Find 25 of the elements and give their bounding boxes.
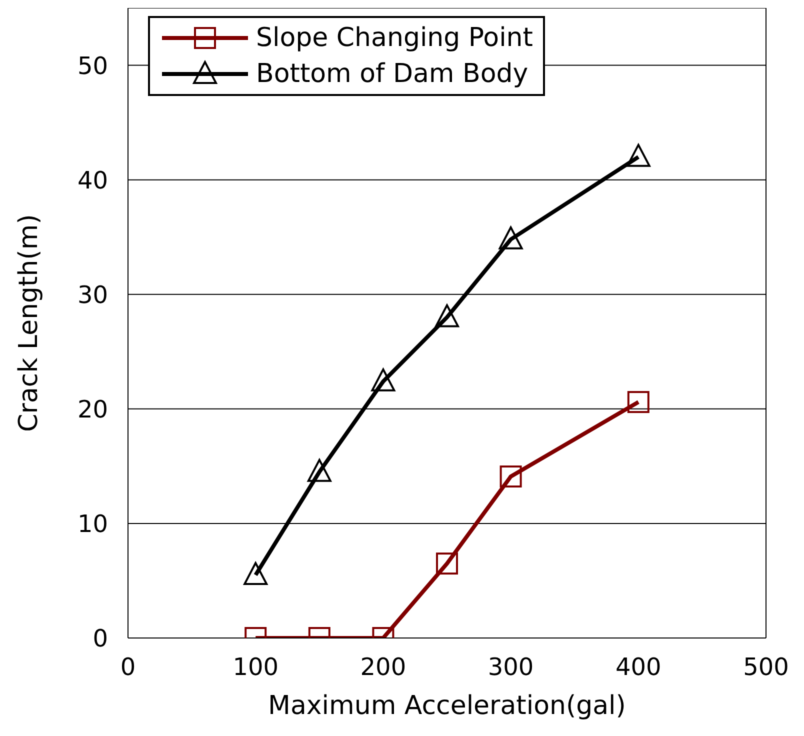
y-tick-label: 20 bbox=[77, 395, 108, 424]
y-tick-label: 50 bbox=[77, 52, 108, 80]
legend-label: Slope Changing Point bbox=[256, 22, 533, 55]
y-tick-label: 30 bbox=[77, 280, 108, 309]
x-tick-label: 200 bbox=[360, 653, 406, 682]
point bbox=[627, 391, 650, 414]
point bbox=[498, 226, 523, 250]
point bbox=[500, 465, 522, 488]
x-axis-title: Maximum Acceleration(gal) bbox=[268, 691, 626, 721]
point bbox=[626, 144, 650, 167]
point bbox=[244, 562, 268, 585]
point bbox=[307, 458, 332, 482]
x-tick-label: 400 bbox=[615, 653, 662, 682]
point bbox=[436, 552, 458, 575]
point bbox=[371, 368, 396, 392]
point bbox=[435, 304, 459, 328]
y-axis-title: Crack Length(m) bbox=[14, 214, 44, 432]
x-tick-label: 100 bbox=[232, 653, 279, 682]
x-tick-label: 300 bbox=[488, 653, 534, 682]
legend-label: Bottom of Dam Body bbox=[256, 58, 528, 91]
x-tick-label: 500 bbox=[743, 653, 789, 682]
y-tick-label: 0 bbox=[92, 624, 108, 653]
y-tick-label: 10 bbox=[77, 510, 108, 538]
y-tick-label: 40 bbox=[77, 166, 108, 194]
x-tick-label: 0 bbox=[120, 653, 136, 682]
